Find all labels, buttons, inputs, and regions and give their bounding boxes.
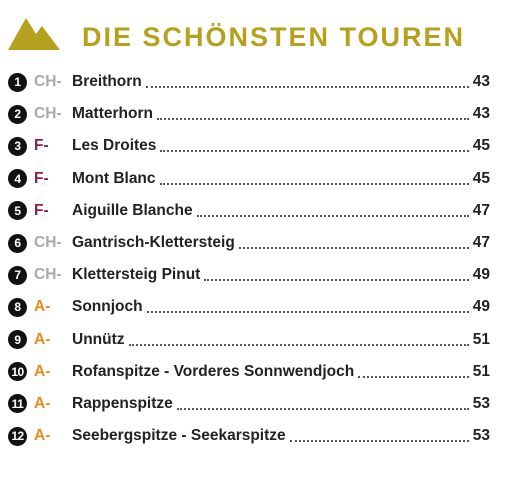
toc-entry: 12 A- Seebergspitze - Seekarspitze 53	[8, 420, 490, 452]
dot-leader	[160, 150, 469, 153]
toc-entry: 11 A- Rappenspitze 53	[8, 388, 490, 420]
title: DIE SCHÖNSTEN TOUREN	[82, 22, 466, 52]
dot-leader	[204, 279, 469, 282]
page-number: 53	[472, 427, 490, 445]
mountain-icon	[8, 18, 60, 50]
page-number: 43	[472, 73, 490, 91]
entry-number: 6	[8, 233, 27, 253]
page-number: 45	[472, 169, 490, 187]
country-code: F-	[34, 201, 49, 219]
toc-entry: 7 CH- Klettersteig Pinut 49	[8, 259, 490, 291]
country-code: A-	[34, 394, 51, 412]
entry-number: 2	[8, 104, 27, 124]
entry-number: 12	[8, 426, 27, 446]
dot-leader	[358, 375, 469, 378]
entry-number: 3	[8, 136, 27, 156]
tour-name: Breithorn	[72, 73, 142, 91]
page-number: 49	[472, 298, 490, 316]
toc-entry: 2 CH- Matterhorn 43	[8, 98, 490, 130]
tour-name: Klettersteig Pinut	[72, 266, 201, 284]
tour-name: Rofanspitze - Vorderes Sonnwendjoch	[72, 362, 355, 380]
page-number: 51	[472, 362, 490, 380]
entry-number: 8	[8, 297, 27, 317]
tour-name: Gantrisch-Klettersteig	[72, 234, 235, 252]
dot-leader	[196, 214, 469, 217]
page-number: 47	[472, 201, 490, 219]
country-code: A-	[34, 298, 51, 316]
entry-number: 7	[8, 265, 27, 285]
tour-name: Matterhorn	[72, 105, 153, 123]
country-code: CH-	[34, 73, 62, 91]
dot-leader	[128, 343, 469, 346]
country-code: F-	[34, 169, 49, 187]
country-code: CH-	[34, 105, 62, 123]
dot-leader	[289, 440, 469, 443]
country-code: A-	[34, 427, 51, 445]
entry-number: 1	[8, 72, 27, 92]
country-code: F-	[34, 137, 49, 155]
entry-number: 11	[8, 394, 27, 414]
toc-entry: 8 A- Sonnjoch 49	[8, 291, 490, 323]
page-number: 49	[472, 266, 490, 284]
tour-name: Mont Blanc	[72, 169, 156, 187]
page-number: 45	[472, 137, 490, 155]
entry-number: 9	[8, 330, 27, 350]
dot-leader	[156, 118, 469, 121]
page-number: 43	[472, 105, 490, 123]
page-number: 47	[472, 234, 490, 252]
dot-leader	[238, 247, 469, 250]
page-number: 53	[472, 394, 490, 412]
toc-list: 1 CH- Breithorn 43 2 CH- Matterhorn 43 3 F- Les Dr…	[8, 66, 490, 452]
dot-leader	[159, 182, 469, 185]
dot-leader	[176, 407, 469, 410]
toc-entry: 5 F- Aiguille Blanche 47	[8, 195, 490, 227]
country-code: CH-	[34, 266, 62, 284]
tour-name: Aiguille Blanche	[72, 201, 193, 219]
dot-leader	[146, 311, 469, 314]
tour-name: Sonnjoch	[72, 298, 143, 316]
entry-number: 4	[8, 169, 27, 189]
entry-number: 10	[8, 362, 27, 382]
country-code: A-	[34, 330, 51, 348]
tour-name: Unnütz	[72, 330, 125, 348]
tour-name: Les Droites	[72, 137, 157, 155]
tour-name: Seebergspitze - Seekarspitze	[72, 427, 286, 445]
toc-entry: 1 CH- Breithorn 43	[8, 66, 490, 98]
toc-entry: 4 F- Mont Blanc 45	[8, 163, 490, 195]
toc-entry: 3 F- Les Droites 45	[8, 130, 490, 162]
entry-number: 5	[8, 201, 27, 221]
country-code: A-	[34, 362, 51, 380]
toc-entry: 10 A- Rofanspitze - Vorderes Sonnwendjoch 5…	[8, 356, 490, 388]
dot-leader	[145, 86, 469, 89]
toc-entry: 6 CH- Gantrisch-Klettersteig 47	[8, 227, 490, 259]
page-number: 51	[472, 330, 490, 348]
tour-name: Rappenspitze	[72, 394, 173, 412]
toc-entry: 9 A- Unnütz 51	[8, 324, 490, 356]
country-code: CH-	[34, 234, 62, 252]
